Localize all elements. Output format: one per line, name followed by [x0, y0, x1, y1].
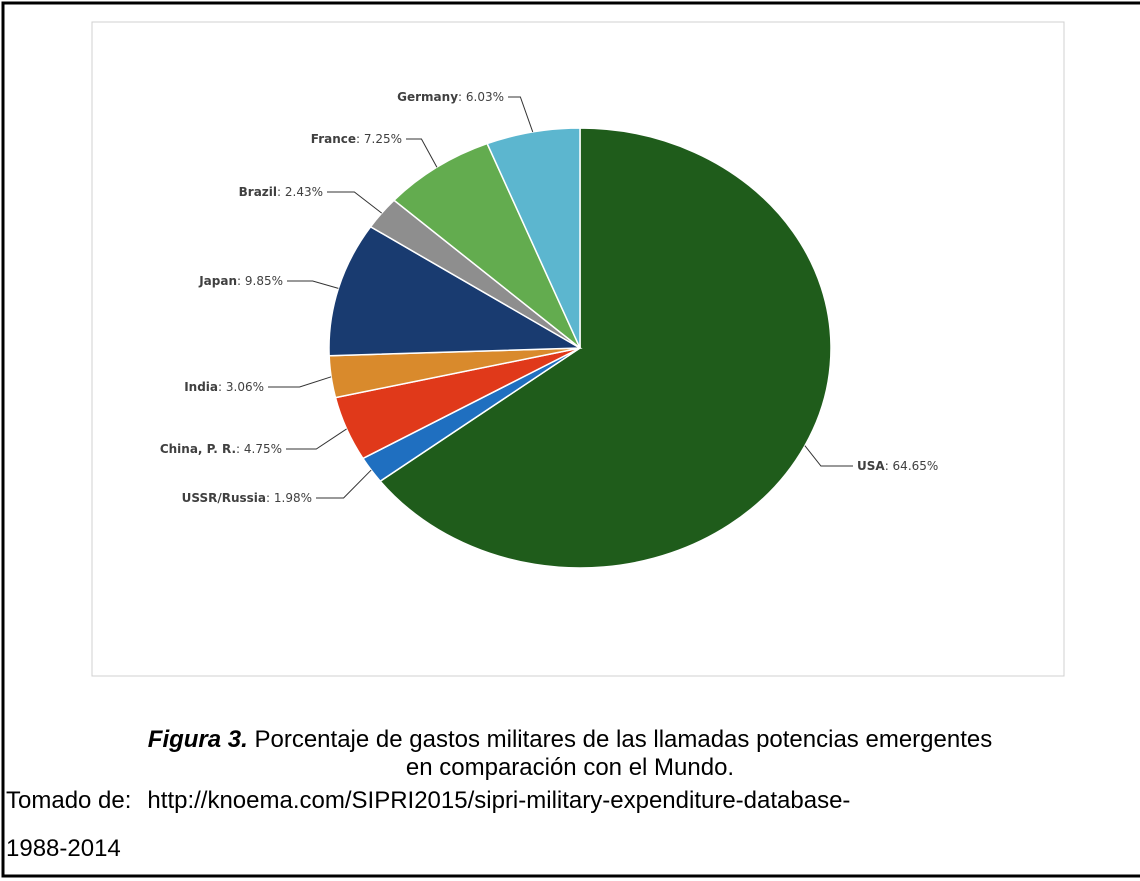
separator: :	[277, 185, 285, 199]
caption-line2: en comparación con el Mundo.	[406, 754, 734, 781]
source-line: Tomado de: http://knoema.com/SIPRI2015/si…	[6, 787, 850, 814]
separator: :	[885, 459, 893, 473]
leader-line	[508, 96, 534, 133]
separator: :	[236, 442, 244, 456]
leader-line	[327, 191, 383, 214]
data-label: China, P. R.: 4.75%	[160, 442, 282, 456]
leader-line	[268, 376, 332, 388]
category-name: USSR/Russia	[182, 491, 266, 505]
separator: :	[356, 132, 364, 146]
leader-line	[316, 469, 372, 499]
figure-label: Figura 3.	[148, 726, 248, 753]
category-name: France	[311, 132, 356, 146]
data-label: USA: 64.65%	[857, 459, 938, 473]
leader-line	[287, 280, 339, 289]
pie: USA: 64.65% USSR/Russia: 1.98% China, P. R…	[160, 90, 938, 569]
value-label: 3.06%	[226, 380, 264, 394]
value-label: 64.65%	[893, 459, 939, 473]
source-continuation: 1988-2014	[6, 835, 121, 862]
value-label: 2.43%	[285, 185, 323, 199]
caption-line1: Figura 3. Porcentaje de gastos militares…	[148, 726, 992, 753]
data-label: USSR/Russia: 1.98%	[182, 491, 312, 505]
category-name: Japan	[198, 274, 237, 288]
leader-line	[286, 428, 347, 450]
leader-line	[804, 445, 853, 467]
category-name: India	[184, 380, 218, 394]
data-label: Brazil: 2.43%	[239, 185, 323, 199]
category-name: Germany	[397, 90, 458, 104]
caption-text: Porcentaje de gastos militares de las ll…	[254, 726, 992, 753]
pie-slice	[392, 142, 581, 349]
separator: :	[266, 491, 274, 505]
data-label: Japan: 9.85%	[198, 274, 283, 288]
leader-line	[406, 138, 438, 168]
value-label: 1.98%	[274, 491, 312, 505]
data-label: India: 3.06%	[184, 380, 264, 394]
category-name: Brazil	[239, 185, 277, 199]
value-label: 9.85%	[245, 274, 283, 288]
data-label: France: 7.25%	[311, 132, 402, 146]
source-label: Tomado de:	[6, 787, 131, 814]
value-label: 4.75%	[244, 442, 282, 456]
category-name: USA	[857, 459, 885, 473]
category-name: China, P. R.	[160, 442, 236, 456]
value-label: 6.03%	[466, 90, 504, 104]
value-label: 7.25%	[364, 132, 402, 146]
separator: :	[218, 380, 226, 394]
data-label: Germany: 6.03%	[397, 90, 504, 104]
separator: :	[237, 274, 245, 288]
separator: :	[458, 90, 466, 104]
source-url: http://knoema.com/SIPRI2015/sipri-milita…	[147, 787, 850, 814]
